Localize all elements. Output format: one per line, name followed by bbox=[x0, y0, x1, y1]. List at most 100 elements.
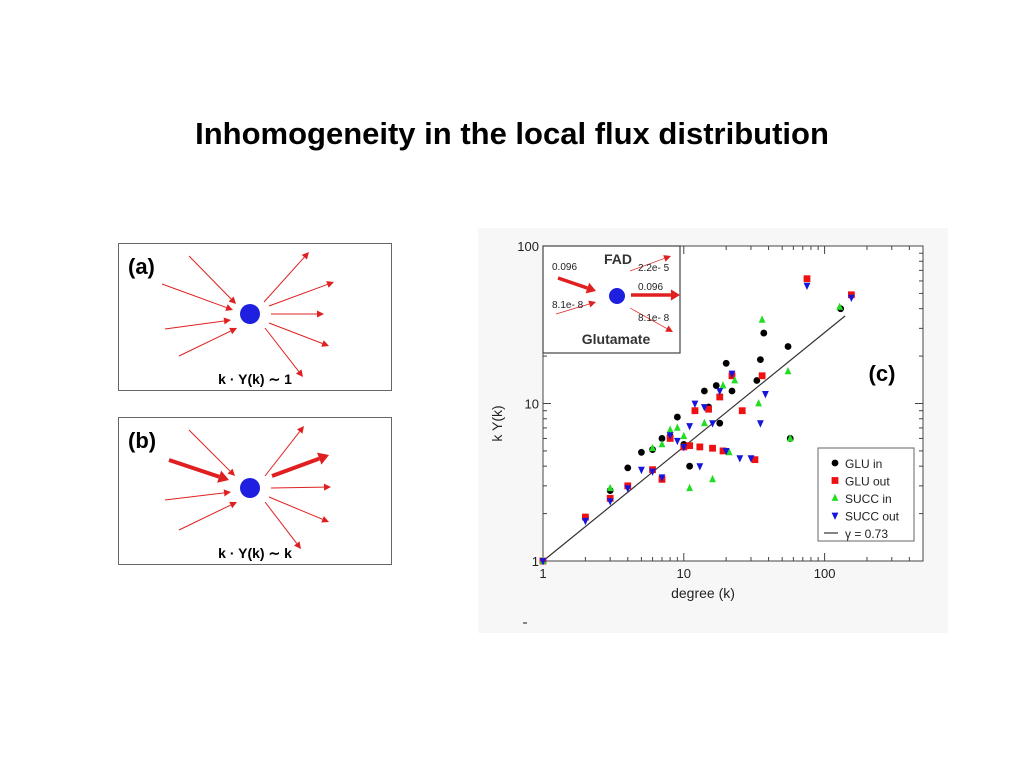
data-point bbox=[751, 456, 759, 464]
data-point bbox=[755, 399, 763, 407]
data-point bbox=[606, 498, 614, 506]
y-tick-label: 10 bbox=[525, 397, 539, 412]
panel-b: (b) k · Y(k) ∼ k bbox=[118, 417, 392, 565]
inset-diagram: FAD Glutamate 0.096 8.1e- 8 2.2e- 5 0.096 8.1e… bbox=[542, 245, 681, 354]
incoming-arrow-3 bbox=[164, 317, 231, 330]
inset-arrow-out-bottom bbox=[629, 307, 673, 332]
data-point bbox=[758, 372, 766, 380]
data-point bbox=[539, 558, 547, 566]
data-point bbox=[680, 444, 688, 452]
legend-entry: SUCC in bbox=[845, 492, 892, 506]
data-point bbox=[753, 377, 761, 384]
y-axis-label: k Y(k) bbox=[489, 405, 505, 441]
legend-marker bbox=[831, 459, 839, 467]
series-succ-out bbox=[539, 282, 855, 566]
inset-arrow-out-top bbox=[629, 255, 671, 272]
data-point bbox=[758, 315, 766, 323]
data-point bbox=[686, 462, 694, 470]
x-tick-label: 1 bbox=[539, 566, 546, 581]
data-point bbox=[691, 400, 699, 408]
data-point bbox=[691, 407, 699, 415]
data-point bbox=[638, 448, 645, 456]
data-point bbox=[705, 405, 712, 413]
incoming-arrow-2 bbox=[164, 489, 231, 501]
data-point bbox=[649, 468, 656, 476]
outgoing-arrow-2 bbox=[268, 281, 334, 307]
data-point bbox=[803, 282, 811, 291]
inset-arrow-out-thick bbox=[631, 289, 680, 301]
data-point bbox=[666, 432, 674, 440]
inset-arrow-in-thick bbox=[557, 276, 596, 294]
data-point bbox=[756, 420, 764, 428]
data-point bbox=[700, 404, 708, 412]
y-tick-label: 1 bbox=[532, 554, 539, 569]
chart-panel-c: 1 10 100 1 10 100 degree (k) k Y(k) (c) GLU in GLU… bbox=[478, 228, 948, 633]
data-point bbox=[638, 466, 645, 475]
data-point bbox=[658, 435, 666, 442]
data-point bbox=[784, 366, 792, 375]
data-point bbox=[673, 437, 681, 446]
panel-b-label: (b) bbox=[128, 428, 157, 453]
data-point bbox=[722, 448, 730, 456]
incoming-arrow-4 bbox=[178, 327, 237, 357]
panel-b-formula: k · Y(k) ∼ k bbox=[218, 545, 292, 561]
data-point bbox=[696, 443, 704, 451]
x-tick-label: 10 bbox=[677, 566, 691, 581]
series-succ-in bbox=[539, 302, 844, 564]
data-point bbox=[786, 434, 794, 442]
data-point bbox=[725, 447, 733, 456]
legend-marker bbox=[831, 493, 839, 501]
panel-a: (a) k · Y(k) ∼ 1 bbox=[118, 243, 392, 391]
data-point bbox=[696, 463, 704, 471]
data-point bbox=[686, 483, 694, 492]
legend-entry: GLU in bbox=[845, 457, 882, 471]
data-point bbox=[760, 329, 768, 337]
data-point bbox=[673, 413, 681, 421]
incoming-arrow-2 bbox=[161, 283, 233, 311]
x-tick-label: 100 bbox=[814, 566, 836, 581]
outgoing-arrow-1 bbox=[263, 252, 309, 303]
panel-b-diagram bbox=[164, 426, 331, 549]
data-point bbox=[686, 442, 694, 450]
data-point bbox=[747, 455, 755, 463]
data-point bbox=[716, 388, 724, 396]
data-point bbox=[719, 381, 727, 389]
inset-value-out-bottom: 8.1e- 8 bbox=[638, 313, 670, 324]
inset-value-in-bottom: 8.1e- 8 bbox=[552, 300, 584, 311]
data-point bbox=[716, 419, 724, 427]
data-point bbox=[606, 483, 614, 492]
outgoing-arrow-3 bbox=[268, 496, 329, 523]
data-point bbox=[756, 356, 764, 363]
outgoing-arrow-4 bbox=[264, 501, 301, 549]
data-point bbox=[700, 387, 708, 395]
data-point bbox=[712, 382, 720, 389]
node bbox=[240, 304, 260, 324]
data-point bbox=[738, 407, 746, 415]
legend-entry: SUCC out bbox=[845, 510, 900, 524]
data-point bbox=[666, 425, 674, 433]
data-point bbox=[719, 447, 727, 455]
data-point bbox=[836, 302, 844, 310]
panel-a-formula: k · Y(k) ∼ 1 bbox=[218, 371, 292, 387]
inset-value-in-top: 0.096 bbox=[552, 262, 577, 273]
slide-title: Inhomogeneity in the local flux distribu… bbox=[195, 116, 829, 151]
panel-c-label: (c) bbox=[869, 361, 896, 386]
inset-value-out-mid: 0.096 bbox=[638, 282, 663, 293]
data-point bbox=[728, 387, 736, 395]
inset-node bbox=[609, 288, 625, 304]
data-point bbox=[624, 464, 632, 472]
data-point bbox=[731, 376, 739, 384]
y-tick-label: 100 bbox=[517, 239, 539, 254]
legend-marker bbox=[831, 477, 839, 484]
series-glu-in bbox=[539, 305, 845, 565]
data-point bbox=[709, 420, 716, 428]
inset-arrow-in-thin bbox=[555, 300, 596, 315]
data-point bbox=[673, 423, 681, 431]
outgoing-arrow-5 bbox=[264, 327, 303, 377]
data-point bbox=[736, 455, 744, 463]
panel-a-label: (a) bbox=[128, 254, 155, 279]
inset-top-label: FAD bbox=[604, 251, 632, 267]
node bbox=[240, 478, 260, 498]
fit-line bbox=[542, 315, 846, 562]
